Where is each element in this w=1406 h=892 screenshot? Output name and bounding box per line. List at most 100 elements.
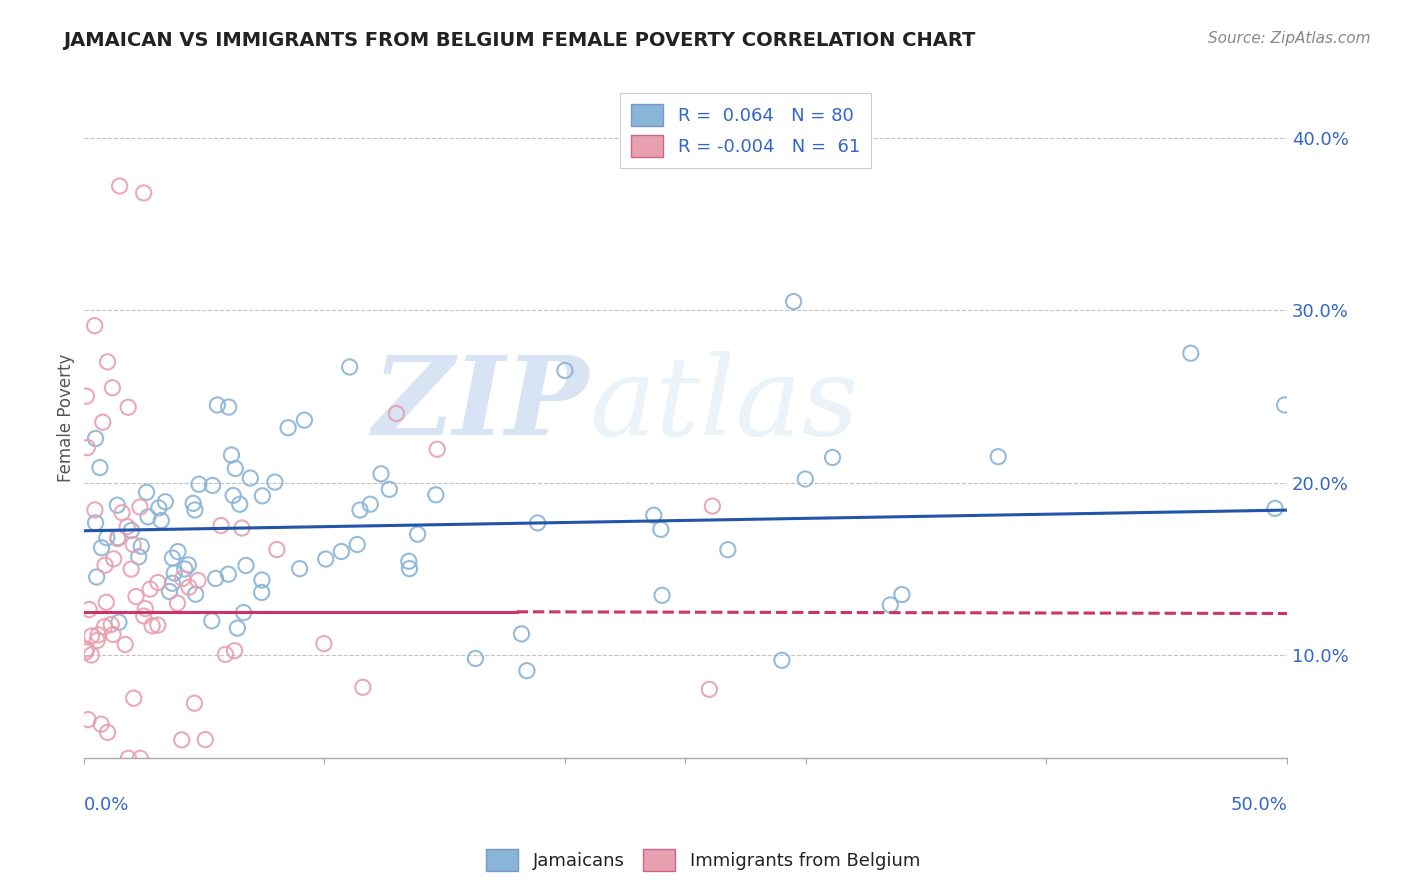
Point <box>201 614 224 628</box>
Point <box>231 521 253 535</box>
Point <box>167 544 190 558</box>
Point <box>107 532 129 546</box>
Point <box>101 381 124 395</box>
Text: JAMAICAN VS IMMIGRANTS FROM BELGIUM FEMALE POVERTY CORRELATION CHART: JAMAICAN VS IMMIGRANTS FROM BELGIUM FEMA… <box>63 31 976 50</box>
Point <box>84 503 107 517</box>
Point <box>510 627 533 641</box>
Point <box>378 483 401 497</box>
Point <box>821 450 844 465</box>
Point <box>96 595 118 609</box>
Point <box>987 450 1010 464</box>
Point <box>1264 501 1286 516</box>
Point <box>250 573 273 587</box>
Point <box>252 489 274 503</box>
Point <box>80 648 103 662</box>
Point <box>650 522 672 536</box>
Point <box>526 516 548 530</box>
Point <box>87 628 110 642</box>
Point <box>643 508 665 523</box>
Point <box>651 588 673 602</box>
Point <box>218 400 240 414</box>
Point <box>101 627 124 641</box>
Point <box>129 751 152 765</box>
Point <box>134 601 156 615</box>
Point <box>359 497 381 511</box>
Text: ZIP: ZIP <box>373 351 589 458</box>
Point <box>141 619 163 633</box>
Point <box>207 398 229 412</box>
Point <box>312 637 335 651</box>
Point <box>139 582 162 596</box>
Point <box>232 606 254 620</box>
Point <box>770 653 793 667</box>
Point <box>94 558 117 573</box>
Point <box>132 186 155 200</box>
Point <box>91 415 114 429</box>
Point <box>398 554 420 568</box>
Point <box>107 531 129 545</box>
Point <box>464 651 486 665</box>
Point <box>339 359 361 374</box>
Point <box>699 682 721 697</box>
Point <box>794 472 817 486</box>
Point <box>136 509 159 524</box>
Point <box>239 471 262 485</box>
Point <box>194 732 217 747</box>
Point <box>294 413 316 427</box>
Point <box>204 571 226 585</box>
Point <box>146 575 169 590</box>
Legend: Jamaicans, Immigrants from Belgium: Jamaicans, Immigrants from Belgium <box>478 842 928 879</box>
Point <box>406 527 429 541</box>
Point <box>184 503 207 517</box>
Point <box>125 590 148 604</box>
Point <box>516 664 538 678</box>
Point <box>264 475 287 490</box>
Point <box>77 602 100 616</box>
Point <box>108 179 131 194</box>
Point <box>183 696 205 710</box>
Point <box>122 537 145 551</box>
Point <box>75 389 97 403</box>
Point <box>224 461 246 475</box>
Point <box>155 495 177 509</box>
Point <box>352 681 374 695</box>
Point <box>129 500 152 514</box>
Point <box>117 751 139 765</box>
Legend: R =  0.064   N = 80, R = -0.004   N =  61: R = 0.064 N = 80, R = -0.004 N = 61 <box>620 94 870 168</box>
Point <box>93 620 115 634</box>
Point <box>115 519 138 533</box>
Point <box>76 441 98 455</box>
Point <box>177 580 200 594</box>
Point <box>226 621 249 635</box>
Point <box>221 448 243 462</box>
Point <box>782 294 804 309</box>
Point <box>80 629 103 643</box>
Point <box>97 725 120 739</box>
Point <box>76 642 98 657</box>
Point <box>717 542 740 557</box>
Point <box>187 574 209 588</box>
Point <box>75 645 97 659</box>
Point <box>120 524 142 538</box>
Point <box>103 551 125 566</box>
Text: Source: ZipAtlas.com: Source: ZipAtlas.com <box>1208 31 1371 46</box>
Point <box>148 500 170 515</box>
Point <box>132 609 155 624</box>
Point <box>385 407 408 421</box>
Point <box>214 648 236 662</box>
Point <box>184 587 207 601</box>
Point <box>235 558 257 573</box>
Point <box>187 477 209 491</box>
Point <box>222 488 245 502</box>
Point <box>330 544 353 558</box>
Point <box>554 363 576 377</box>
Point <box>86 570 108 584</box>
Point <box>1180 346 1202 360</box>
Point <box>181 496 204 510</box>
Point <box>166 596 188 610</box>
Point <box>83 318 105 333</box>
Point <box>170 732 193 747</box>
Point <box>97 355 120 369</box>
Point <box>288 562 311 576</box>
Point <box>135 485 157 500</box>
